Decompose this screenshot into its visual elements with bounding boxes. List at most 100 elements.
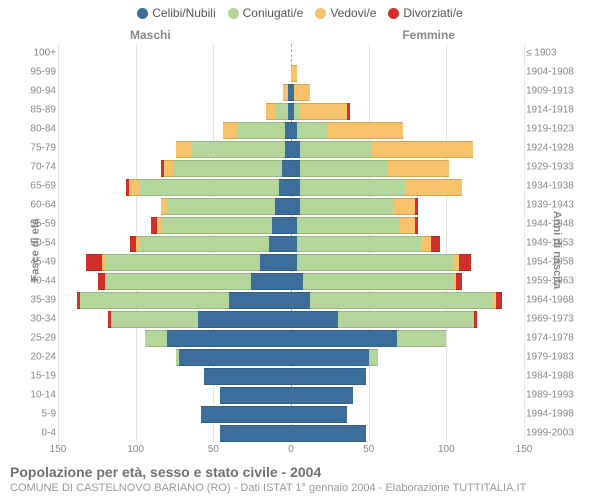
age-label: 5-9 [22,408,56,419]
segment-married [238,122,285,139]
age-row: 80-841919-1923 [58,120,524,139]
age-row: 40-441959-1963 [58,271,524,290]
segment-married [338,311,475,328]
chart-title: Popolazione per età, sesso e stato civil… [10,464,590,480]
female-bar [291,368,524,383]
segment-widowed [372,141,473,158]
segment-married [303,273,452,290]
legend-label: Celibi/Nubili [152,6,215,20]
birth-year-label: 1944-1948 [526,219,588,230]
male-bar [58,160,291,175]
legend-swatch [315,8,326,19]
segment-single [291,273,303,290]
birth-year-label: 1934-1938 [526,181,588,192]
segment-single [220,387,291,404]
x-tick-label: 50 [208,444,219,455]
male-bar [58,349,291,364]
male-bar [58,236,291,251]
birth-year-label: ≤ 1903 [526,48,588,59]
female-bar [291,349,524,364]
male-bar [58,103,291,118]
age-row: 45-491954-1958 [58,252,524,271]
segment-widowed [266,103,275,120]
age-label: 0-4 [22,427,56,438]
x-tick-label: 50 [363,444,374,455]
segment-married [297,254,452,271]
segment-widowed [176,141,192,158]
segment-married [310,292,493,309]
age-row: 35-391964-1968 [58,290,524,309]
segment-single [291,292,310,309]
x-tick-label: 100 [127,444,144,455]
chart-subtitle: COMUNE DI CASTELNOVO BARIANO (RO) - Dati… [10,482,590,494]
female-bar [291,387,524,402]
age-label: 10-14 [22,389,56,400]
age-label: 40-44 [22,275,56,286]
segment-divorced [496,292,502,309]
segment-married [161,217,273,234]
population-pyramid: Celibi/NubiliConiugati/eVedovi/eDivorzia… [0,0,600,500]
segment-divorced [347,103,350,120]
birth-year-label: 1959-1963 [526,275,588,286]
female-bar [291,84,524,99]
legend-item: Coniugati/e [228,6,304,20]
female-bar [291,65,524,80]
male-bar [58,65,291,80]
birth-year-label: 1909-1913 [526,86,588,97]
female-bar [291,46,524,61]
legend-item: Celibi/Nubili [137,6,215,20]
age-row: 5-91994-1998 [58,404,524,423]
segment-married [397,330,447,347]
female-bar [291,292,524,307]
segment-widowed [328,122,403,139]
segment-widowed [394,198,416,215]
age-row: 20-241979-1983 [58,347,524,366]
age-label: 80-84 [22,124,56,135]
birth-year-label: 1954-1958 [526,256,588,267]
segment-divorced [86,254,102,271]
birth-year-label: 1994-1998 [526,408,588,419]
age-label: 55-59 [22,219,56,230]
segment-divorced [415,198,418,215]
age-row: 100+≤ 1903 [58,44,524,63]
segment-single [291,179,300,196]
birth-year-label: 1919-1923 [526,124,588,135]
male-bar [58,406,291,421]
segment-married [275,103,287,120]
segment-divorced [415,217,418,234]
age-label: 85-89 [22,105,56,116]
female-bar [291,103,524,118]
female-label: Femmine [402,28,455,42]
segment-widowed [223,122,239,139]
segment-married [139,179,279,196]
x-tick-label: 150 [516,444,533,455]
segment-divorced [431,236,440,253]
age-row: 95-991904-1908 [58,63,524,82]
male-bar [58,311,291,326]
segment-single [260,254,291,271]
birth-year-label: 1939-1943 [526,200,588,211]
male-bar [58,141,291,156]
segment-single [269,236,291,253]
x-axis-ticks: 15010050050100150 [58,444,524,458]
segment-single [291,387,353,404]
age-row: 25-291974-1978 [58,328,524,347]
segment-single [291,330,397,347]
birth-year-label: 1984-1988 [526,370,588,381]
legend-item: Vedovi/e [315,6,376,20]
female-bar [291,198,524,213]
segment-single [167,330,291,347]
female-bar [291,179,524,194]
segment-single [291,141,300,158]
segment-single [282,160,291,177]
segment-married [173,160,282,177]
birth-year-label: 1999-2003 [526,427,588,438]
female-bar [291,217,524,232]
legend-label: Coniugati/e [243,6,304,20]
age-row: 60-641939-1943 [58,196,524,215]
male-bar [58,292,291,307]
x-tick-label: 0 [288,444,294,455]
female-bar [291,406,524,421]
age-label: 30-34 [22,313,56,324]
age-row: 90-941909-1913 [58,82,524,101]
